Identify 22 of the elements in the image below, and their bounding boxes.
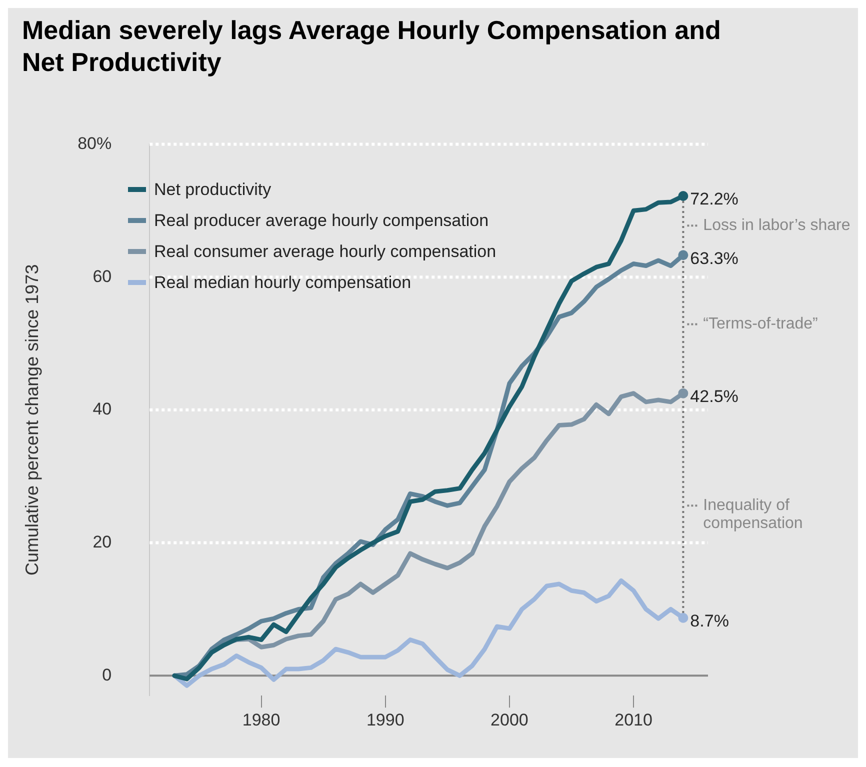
x-tick-label: 1990 [366,710,404,730]
data-label: 72.2% [690,190,738,209]
annotation: Inequality of compensation [703,497,803,532]
legend-label: Real consumer average hourly compensation [154,242,496,262]
legend-label: Net productivity [154,180,272,200]
y-axis-title: Cumulative percent change since 1973 [22,264,42,576]
data-label: 42.5% [690,387,738,406]
x-tick-label: 2010 [614,710,652,730]
annotation: Loss in labor’s share [703,216,850,234]
data-label: 63.3% [690,248,738,268]
y-tick-label: 60 [92,266,112,286]
data-label: 8.7% [690,612,729,631]
x-tick-label: 1980 [242,710,280,730]
legend-label: Real producer average hourly compensation [154,210,489,230]
x-tick-label: 2000 [490,710,528,730]
y-tick-label: 40 [92,400,112,419]
annotation: “Terms-of-trade” [703,316,818,333]
y-tick-label: 0 [102,665,112,684]
y-tick-label: 80% [78,134,112,153]
legend-label: Real median hourly compensation [154,272,412,292]
y-tick-label: 20 [92,532,112,552]
chart-title: Median severely lags Average Hourly Compensation and Net Productivity [21,14,722,79]
